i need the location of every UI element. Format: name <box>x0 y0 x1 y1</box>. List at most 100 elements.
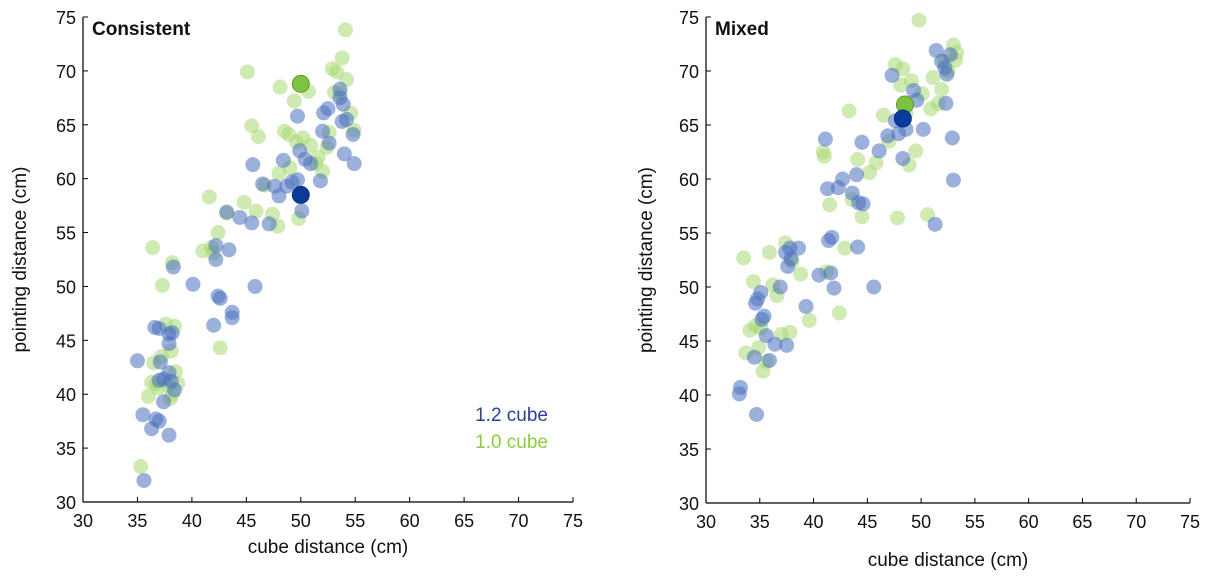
y-tick-label: 65 <box>56 116 76 136</box>
x-tick-label: 30 <box>73 511 93 531</box>
x-tick-label: 60 <box>400 511 420 531</box>
data-point-green <box>761 244 777 260</box>
data-point-blue <box>161 427 177 443</box>
data-point-blue <box>826 280 842 296</box>
y-axis-label: pointing distance (cm) <box>10 167 31 353</box>
x-tick-label: 40 <box>182 511 202 531</box>
y-tick-label: 50 <box>679 278 699 298</box>
mean-point-blue <box>893 109 912 128</box>
y-tick-label: 75 <box>679 8 699 28</box>
data-point-blue <box>927 216 943 232</box>
data-point-blue <box>136 472 152 488</box>
data-point-blue <box>135 407 151 423</box>
data-point-green <box>875 107 891 123</box>
data-point-blue <box>315 123 331 139</box>
data-point-blue <box>871 143 887 159</box>
data-point-blue <box>335 96 351 112</box>
data-point-blue <box>156 394 172 410</box>
y-tick-label: 45 <box>56 331 76 351</box>
y-tick-label: 40 <box>679 386 699 406</box>
data-point-blue <box>732 379 748 395</box>
data-point-green <box>934 81 950 97</box>
y-tick-label: 75 <box>56 8 76 28</box>
data-point-blue <box>835 171 851 187</box>
data-point-blue <box>866 279 882 295</box>
data-point-blue <box>334 114 350 130</box>
x-tick-label: 35 <box>750 512 770 532</box>
data-point-green <box>239 64 255 80</box>
data-point-blue <box>939 66 955 82</box>
mean-point-green <box>291 74 310 93</box>
data-point-green <box>908 143 924 159</box>
data-point-blue <box>746 349 762 365</box>
y-tick-label: 30 <box>679 494 699 514</box>
y-tick-label: 50 <box>56 277 76 297</box>
panel-mixed: 30 35 40 45 50 55 60 65 70 75 30 35 40 45 50 55 60 65 70 7… <box>636 8 1200 571</box>
y-tick-label: 65 <box>679 116 699 136</box>
data-point-blue <box>166 382 182 398</box>
data-point-blue <box>884 67 900 83</box>
data-point-green <box>745 274 761 290</box>
y-ticks: 30 35 40 45 50 55 60 65 70 75 <box>56 8 88 513</box>
x-tick-label: 65 <box>1072 512 1092 532</box>
data-point-blue <box>944 130 960 146</box>
data-point-green <box>250 129 266 145</box>
points-layer <box>129 22 362 488</box>
data-point-blue <box>855 196 871 212</box>
data-point-green <box>801 312 817 328</box>
data-point-blue <box>756 308 772 324</box>
data-point-blue <box>275 152 291 168</box>
data-point-green <box>889 210 905 226</box>
data-point-blue <box>761 352 777 368</box>
data-point-blue <box>942 47 958 63</box>
data-point-blue <box>817 131 833 147</box>
y-tick-label: 40 <box>56 385 76 405</box>
x-axis-label: cube distance (cm) <box>868 550 1029 571</box>
data-point-blue <box>151 413 167 429</box>
data-point-blue <box>849 167 865 183</box>
x-tick-label: 45 <box>236 511 256 531</box>
data-point-blue <box>219 204 235 220</box>
x-ticks: 30 35 40 45 50 55 60 65 70 75 <box>73 497 583 531</box>
data-point-blue <box>945 172 961 188</box>
data-point-blue <box>261 216 277 232</box>
data-point-blue <box>185 276 201 292</box>
data-point-blue <box>345 126 361 142</box>
x-tick-label: 75 <box>1180 512 1200 532</box>
data-point-blue <box>823 265 839 281</box>
data-point-blue <box>320 101 336 117</box>
x-tick-label: 50 <box>911 512 931 532</box>
data-point-blue <box>854 134 870 150</box>
data-point-blue <box>332 81 348 97</box>
data-point-blue <box>208 252 224 267</box>
data-point-blue <box>206 317 222 333</box>
x-tick-label: 70 <box>1126 512 1146 532</box>
data-point-blue <box>312 173 328 189</box>
data-point-blue <box>161 326 177 342</box>
data-point-blue <box>895 150 911 166</box>
data-point-blue <box>321 135 337 151</box>
data-point-green <box>334 50 350 66</box>
data-point-green <box>816 148 832 164</box>
y-tick-label: 55 <box>679 224 699 244</box>
data-point-green <box>895 61 911 77</box>
data-point-blue <box>290 108 306 124</box>
data-point-green <box>248 203 264 219</box>
data-point-blue <box>208 237 224 253</box>
data-point-green <box>850 152 866 168</box>
x-tick-label: 75 <box>563 511 583 531</box>
data-point-blue <box>767 336 783 352</box>
data-point-green <box>822 197 838 213</box>
data-point-blue <box>255 176 271 192</box>
x-tick-label: 70 <box>509 511 529 531</box>
y-tick-label: 35 <box>56 439 76 459</box>
data-point-green <box>145 240 161 256</box>
data-point-green <box>925 69 941 85</box>
data-point-green <box>837 240 853 256</box>
x-ticks: 30 35 40 45 50 55 60 65 70 75 <box>696 498 1200 532</box>
data-point-blue <box>779 337 795 353</box>
data-point-green <box>244 118 260 134</box>
data-point-blue <box>244 215 260 231</box>
panel-title: Consistent <box>92 19 191 40</box>
